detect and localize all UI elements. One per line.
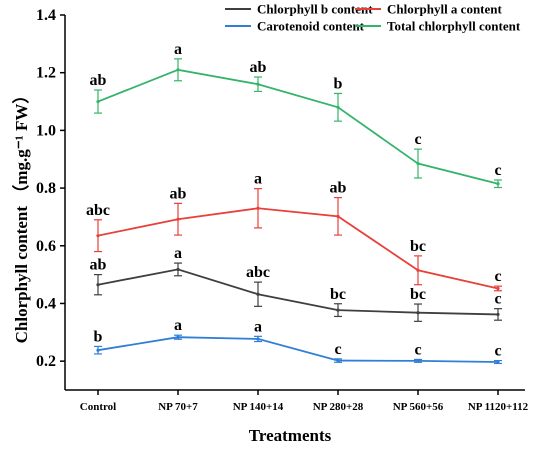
significance-label: c: [494, 268, 501, 285]
legend-label: Chlorphyll a content: [387, 2, 503, 17]
significance-label: c: [414, 341, 421, 358]
significance-label: bc: [410, 286, 426, 303]
y-axis-ticks: 0.2 0.4 0.6 0.8 1.0 1.2 1.4: [36, 7, 65, 370]
series-3: ab a ab b c c: [90, 41, 502, 189]
data-point: [176, 335, 180, 339]
series-line: [97, 336, 499, 363]
y-axis-title: Chlorphyll content （mg.g⁻¹ FW）: [11, 87, 31, 344]
significance-label: a: [174, 317, 182, 334]
x-tick-label: NP 140+14: [233, 401, 284, 413]
significance-label: c: [494, 343, 501, 360]
data-point: [336, 308, 340, 312]
significance-label: c: [494, 162, 501, 179]
y-tick-label: 0.4: [36, 295, 56, 312]
data-point: [96, 99, 100, 104]
significance-label: ab: [90, 72, 107, 89]
legend-label: Total chlorphyll content: [387, 19, 521, 34]
data-point: [336, 358, 340, 363]
y-tick-label: 1.0: [36, 122, 56, 139]
x-tick-label: Control: [80, 401, 116, 413]
series-2: b a a c c c: [94, 317, 502, 365]
significance-label: bc: [410, 238, 426, 255]
significance-label: ab: [90, 257, 107, 274]
x-tick-label: NP 280+28: [313, 401, 364, 413]
significance-label: b: [94, 328, 103, 345]
y-tick-label: 1.4: [36, 7, 56, 24]
data-point: [416, 268, 420, 272]
data-point: [496, 182, 500, 186]
significance-label: c: [334, 341, 341, 358]
data-point: [336, 105, 340, 109]
y-tick-label: 0.8: [36, 180, 56, 197]
significance-label: bc: [330, 286, 346, 303]
legend-label: Chlorphyll b content: [257, 2, 373, 17]
data-point: [96, 234, 100, 238]
legend-item: Total chlorphyll content: [355, 19, 521, 34]
y-tick-label: 0.6: [36, 238, 56, 255]
significance-label: a: [174, 41, 182, 58]
significance-label: b: [334, 75, 343, 92]
data-point: [416, 359, 420, 363]
significance-label: a: [174, 245, 182, 262]
data-point: [256, 82, 260, 86]
legend: Chlorphyll b content Chlorphyll a content…: [225, 2, 521, 34]
series-line: [97, 68, 499, 185]
x-axis-title: Treatments: [249, 426, 332, 445]
y-tick-label: 0.2: [36, 353, 56, 370]
significance-label: a: [254, 171, 262, 188]
data-point: [256, 337, 260, 341]
x-axis-ticks: Control NP 70+7 NP 140+14 NP 280+28 NP 560+5…: [80, 390, 529, 413]
y-tick-label: 1.2: [36, 65, 56, 82]
data-point: [96, 348, 100, 352]
significance-label: ab: [330, 180, 347, 197]
series-line: [97, 207, 499, 290]
plot-frame: [64, 15, 525, 391]
significance-label: ab: [250, 59, 267, 76]
series-line: [97, 268, 499, 316]
data-point: [496, 312, 500, 317]
data-point: [256, 292, 260, 296]
data-point: [496, 286, 500, 291]
significance-label: a: [254, 318, 262, 335]
data-point: [96, 283, 100, 287]
x-tick-label: NP 560+56: [393, 401, 444, 413]
legend-label: Carotenoid content: [257, 19, 365, 34]
significance-label: ab: [170, 185, 187, 202]
x-tick-label: NP 70+7: [158, 401, 198, 413]
data-point: [336, 214, 340, 218]
significance-label: c: [414, 131, 421, 148]
x-tick-label: NP 1120+112: [468, 401, 529, 413]
data-point: [176, 68, 180, 72]
significance-label: c: [494, 291, 501, 308]
legend-item: Chlorphyll b content: [225, 2, 373, 17]
significance-label: abc: [246, 264, 270, 281]
series-0: ab a abc bc bc c: [90, 245, 502, 322]
legend-item: Carotenoid content: [225, 19, 365, 34]
series-1: abc ab a ab bc c: [86, 171, 502, 292]
data-point: [496, 360, 500, 364]
data-point: [176, 267, 180, 272]
significance-label: abc: [86, 202, 110, 219]
data-point: [416, 161, 420, 166]
data-point: [256, 206, 260, 210]
legend-item: Chlorphyll a content: [355, 2, 503, 17]
data-point: [416, 311, 420, 315]
data-point: [176, 217, 180, 221]
